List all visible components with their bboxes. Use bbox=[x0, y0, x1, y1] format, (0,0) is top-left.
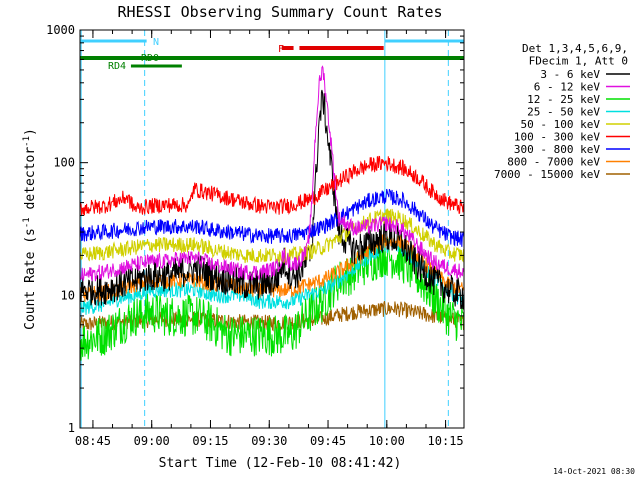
series-line bbox=[79, 89, 465, 310]
x-tick-label: 09:15 bbox=[192, 434, 228, 448]
y-axis-label-part: Count Rate (s bbox=[23, 228, 38, 330]
footer-timestamp: 14-Oct-2021 08:30 bbox=[553, 467, 635, 476]
x-tick-label: 09:45 bbox=[310, 434, 346, 448]
x-tick-label: 09:00 bbox=[134, 434, 170, 448]
series-line bbox=[79, 208, 465, 266]
y-tick-label: 1 bbox=[68, 421, 75, 435]
series-line bbox=[79, 155, 464, 216]
series-line bbox=[79, 234, 465, 304]
legend-label: 7000 - 15000 keV bbox=[494, 168, 600, 181]
legend-label: 12 - 25 keV bbox=[527, 93, 600, 106]
x-tick-label: 10:15 bbox=[428, 434, 464, 448]
x-axis-label: Start Time (12-Feb-10 08:41:42) bbox=[159, 456, 402, 471]
flag-label: RD0 bbox=[141, 53, 159, 64]
series-line bbox=[79, 65, 465, 282]
y-axis-label-part: detector bbox=[23, 147, 38, 218]
flag-label: RD4 bbox=[108, 61, 126, 72]
legend-label: 6 - 12 keV bbox=[534, 81, 601, 94]
legend-label: 25 - 50 keV bbox=[527, 106, 600, 119]
legend-label: 800 - 7000 keV bbox=[507, 156, 600, 169]
legend-label: 100 - 300 keV bbox=[514, 131, 600, 144]
y-axis-label-superscript: -1 bbox=[22, 136, 32, 147]
x-tick-label: 09:30 bbox=[251, 434, 287, 448]
legend-header: Det 1,3,4,5,6,9, bbox=[522, 42, 628, 55]
y-axis-label-superscript: -1 bbox=[22, 217, 32, 228]
axes: 08:45 09:00 09:15 09:30 09:45 10:00 10:15 1 10 10… bbox=[46, 23, 464, 448]
legend-label: 300 - 800 keV bbox=[514, 143, 600, 156]
y-axis-label: Count Rate (s-1 detector-1) bbox=[22, 128, 38, 330]
plot-frame bbox=[79, 29, 465, 429]
legend-label: 50 - 100 keV bbox=[521, 118, 601, 131]
flag-label: N bbox=[153, 37, 159, 48]
plot-area: N F RD0 RD4 bbox=[79, 30, 465, 428]
chart-title: RHESSI Observing Summary Count Rates bbox=[117, 3, 442, 21]
y-tick-label: 10 bbox=[61, 288, 75, 302]
y-axis-label-part: ) bbox=[23, 128, 38, 136]
legend-header: FDecim 1, Att 0 bbox=[529, 55, 628, 68]
y-tick-label: 1000 bbox=[46, 23, 75, 37]
legend: Det 1,3,4,5,6,9,FDecim 1, Att 03 - 6 keV… bbox=[494, 42, 630, 181]
y-tick-label: 100 bbox=[53, 156, 75, 170]
x-tick-label: 08:45 bbox=[75, 434, 111, 448]
x-tick-label: 10:00 bbox=[369, 434, 405, 448]
legend-label: 3 - 6 keV bbox=[540, 68, 600, 81]
series-line bbox=[79, 188, 465, 247]
flag-label: F bbox=[278, 44, 284, 55]
